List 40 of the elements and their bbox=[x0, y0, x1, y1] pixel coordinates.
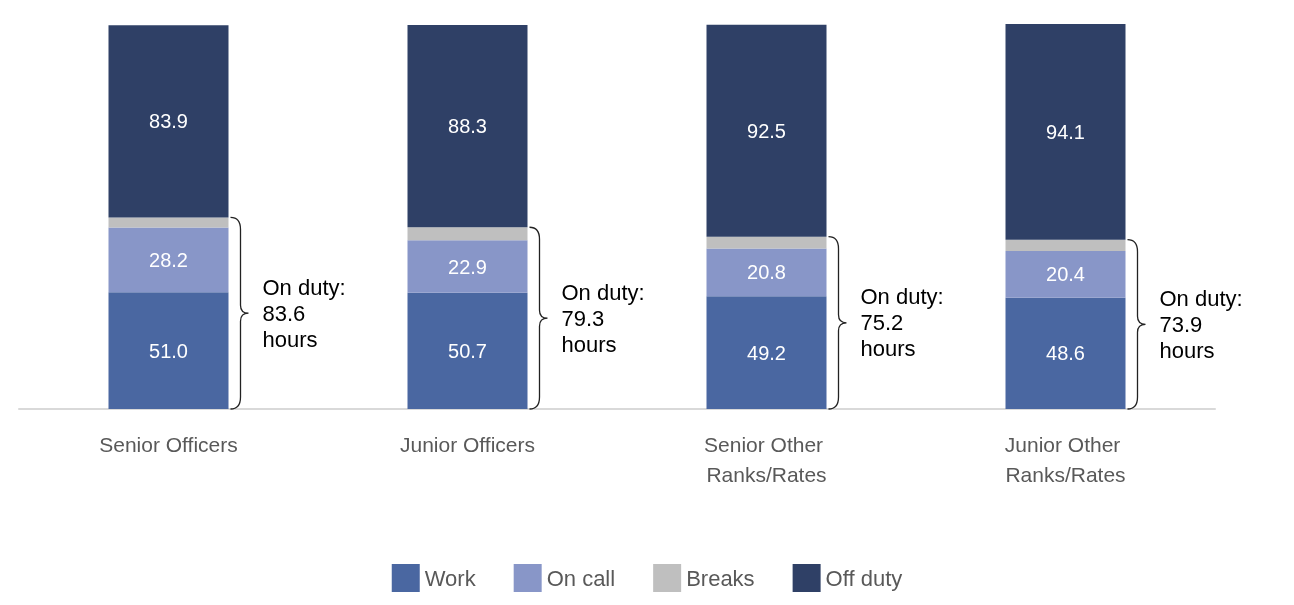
legend-label: On call bbox=[546, 565, 616, 591]
bar bbox=[407, 292, 528, 409]
data-label: 92.5 bbox=[747, 119, 786, 142]
legend-label: Off duty bbox=[825, 565, 903, 591]
bar bbox=[407, 227, 528, 241]
x-tick-label: Junior Officers bbox=[400, 432, 535, 456]
bar bbox=[108, 25, 229, 218]
annotation: On duty: 83.6 hours bbox=[262, 274, 346, 352]
data-label: 20.4 bbox=[1046, 263, 1085, 286]
data-label: 83.9 bbox=[149, 110, 188, 133]
data-label: 28.2 bbox=[149, 248, 188, 271]
annotation: On duty: 79.3 hours bbox=[561, 279, 645, 357]
bar bbox=[407, 240, 528, 293]
legend-label: Breaks bbox=[686, 565, 755, 591]
bar bbox=[108, 227, 229, 293]
data-label: 48.6 bbox=[1046, 342, 1085, 365]
bar bbox=[407, 24, 528, 228]
bar bbox=[706, 296, 827, 409]
data-label: 51.0 bbox=[149, 339, 188, 362]
bar bbox=[706, 24, 827, 237]
bar bbox=[108, 292, 229, 409]
annotation: On duty: 75.2 hours bbox=[860, 284, 944, 362]
bar bbox=[1005, 250, 1126, 298]
x-tick-label: Senior Officers bbox=[99, 432, 238, 456]
x-tick-label: Senior Other Ranks/Rates bbox=[704, 432, 829, 486]
data-label: 20.8 bbox=[747, 261, 786, 284]
x-tick-label: Junior Other Ranks/Rates bbox=[1004, 432, 1127, 486]
legend-label: Work bbox=[424, 565, 477, 591]
bar bbox=[706, 248, 827, 297]
data-label: 88.3 bbox=[448, 115, 487, 138]
data-label: 50.7 bbox=[448, 339, 487, 362]
bar bbox=[706, 236, 827, 249]
bar bbox=[108, 217, 229, 228]
bar bbox=[1005, 239, 1126, 251]
bar bbox=[1005, 297, 1126, 409]
data-label: 94.1 bbox=[1046, 120, 1085, 143]
data-label: 22.9 bbox=[448, 255, 487, 278]
bar bbox=[1005, 24, 1126, 240]
annotation: On duty: 73.9 hours bbox=[1159, 285, 1243, 363]
data-label: 49.2 bbox=[747, 341, 786, 364]
